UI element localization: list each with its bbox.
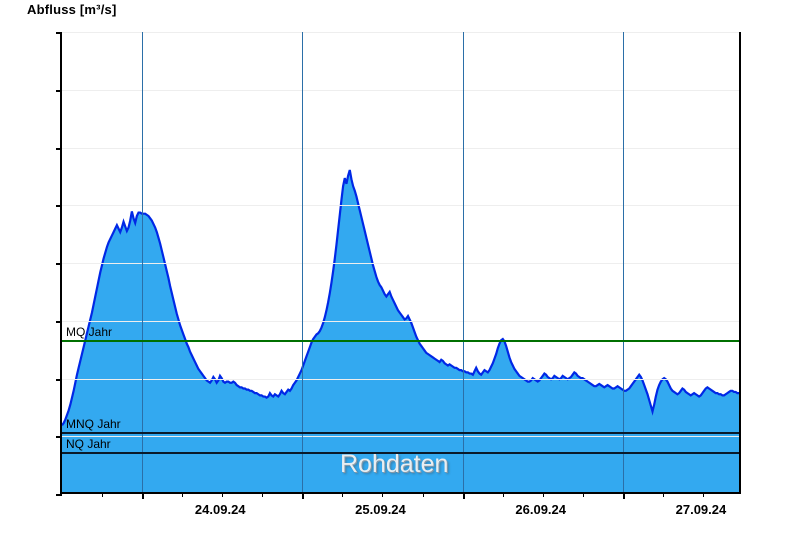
- x-axis-tick-major: [142, 492, 145, 499]
- day-separator: [462, 32, 464, 492]
- y-axis-tick: [56, 436, 62, 439]
- x-axis-tick-minor: [102, 492, 104, 497]
- reference-label-mnq-jahr: MNQ Jahr: [66, 416, 121, 431]
- gridline-y: [62, 378, 739, 380]
- x-axis-tick-minor: [382, 492, 384, 497]
- y-axis-tick: [56, 378, 62, 381]
- x-axis-label: 25.09.24: [355, 502, 406, 517]
- gridline-y: [62, 147, 739, 149]
- x-axis-tick-minor: [182, 492, 184, 497]
- day-separator: [142, 32, 144, 492]
- y-axis-tick: [56, 89, 62, 92]
- x-axis-tick-minor: [262, 492, 264, 497]
- x-axis-tick-minor: [342, 492, 344, 497]
- day-separator: [622, 32, 624, 492]
- x-axis-tick-minor: [662, 492, 664, 497]
- day-separator: [302, 32, 304, 492]
- chart-title: Abfluss [m³/s]: [27, 2, 117, 17]
- y-axis-tick: [56, 263, 62, 265]
- series-fill: [62, 170, 739, 492]
- gridline-y: [62, 263, 739, 264]
- discharge-area-series: [62, 32, 739, 492]
- x-axis-tick-major: [622, 492, 625, 499]
- x-axis-tick-minor: [222, 492, 224, 497]
- series-outline: [62, 170, 739, 425]
- x-axis-tick-minor: [502, 492, 504, 497]
- reference-line-mnq-jahr: [62, 431, 739, 434]
- reference-label-mq-jahr: MQ Jahr: [66, 325, 113, 340]
- x-axis-label: 27.09.24: [675, 502, 727, 517]
- y-axis-tick: [56, 494, 62, 496]
- x-axis-tick-major: [302, 492, 305, 499]
- y-axis-tick: [56, 205, 62, 208]
- x-axis-tick-minor: [702, 492, 704, 497]
- y-axis-tick: [56, 147, 62, 150]
- reference-line-mq-jahr: [62, 340, 739, 343]
- gridline-y: [62, 320, 739, 322]
- y-axis-tick: [56, 320, 62, 323]
- reference-line-nq-jahr: [62, 452, 739, 455]
- gridline-y: [62, 436, 739, 438]
- x-axis-tick-minor: [582, 492, 584, 497]
- reference-label-nq-jahr: NQ Jahr: [66, 437, 111, 452]
- x-axis-tick-minor: [542, 492, 544, 497]
- x-axis-label: 26.09.24: [515, 502, 567, 517]
- gridline-y: [62, 205, 739, 207]
- plot-area: MQ Jahr MNQ Jahr NQ Jahr: [56, 32, 741, 499]
- x-axis-label: 24.09.24: [194, 502, 246, 517]
- x-axis-tick-major: [462, 492, 465, 499]
- gridline-y: [62, 32, 739, 33]
- x-axis-tick-minor: [422, 492, 424, 497]
- gridline-y: [62, 89, 739, 91]
- y-axis-tick: [56, 32, 62, 34]
